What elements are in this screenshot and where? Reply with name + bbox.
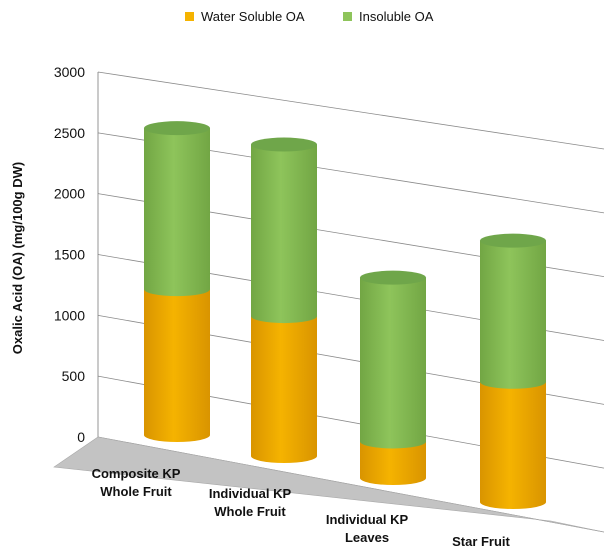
y-tick-label: 0: [77, 429, 85, 445]
y-tick-label: 1000: [54, 307, 85, 323]
x-tick-label: Composite KP: [92, 466, 181, 481]
bar-segment: [251, 316, 317, 463]
bar-segment: [144, 289, 210, 442]
x-tick-label: Individual KP: [326, 512, 409, 527]
x-tick-label: Leaves: [345, 530, 389, 545]
chart-floor: [53, 436, 605, 533]
legend: Water Soluble OA Insoluble OA: [185, 9, 434, 24]
y-tick-label: 2000: [54, 186, 85, 202]
bar-top: [251, 137, 317, 152]
y-axis-ticks: 0 500 1000 1500 2000 2500 3000: [54, 64, 85, 445]
bar-segment: [360, 441, 426, 485]
bar-top: [360, 270, 426, 285]
gridline: [97, 71, 605, 150]
bar-segment: [144, 128, 210, 297]
bar-segment: [360, 277, 426, 449]
x-tick-label: Whole Fruit: [214, 504, 286, 519]
x-tick-label: Star Fruit: [452, 534, 510, 549]
bar-segment: [480, 381, 546, 509]
bar-segment: [480, 240, 546, 389]
bars: [144, 121, 546, 509]
legend-swatch: [185, 12, 194, 21]
y-axis-label: Oxalic Acid (OA) (mg/100g DW): [10, 162, 25, 354]
y-tick-label: 500: [62, 368, 86, 384]
bar-segment: [251, 144, 317, 324]
bar-top: [480, 233, 546, 248]
floor-plane: [53, 436, 605, 533]
legend-swatch: [343, 12, 352, 21]
y-tick-label: 1500: [54, 247, 85, 263]
x-axis-ticks: Composite KP Whole Fruit Individual KP Whol…: [92, 466, 511, 549]
x-tick-label: Individual KP: [209, 486, 292, 501]
y-tick-label: 3000: [54, 64, 85, 80]
y-tick-label: 2500: [54, 125, 85, 141]
legend-label: Insoluble OA: [359, 9, 434, 24]
bar-top: [144, 121, 210, 136]
legend-label: Water Soluble OA: [201, 9, 305, 24]
x-tick-label: Whole Fruit: [100, 484, 172, 499]
